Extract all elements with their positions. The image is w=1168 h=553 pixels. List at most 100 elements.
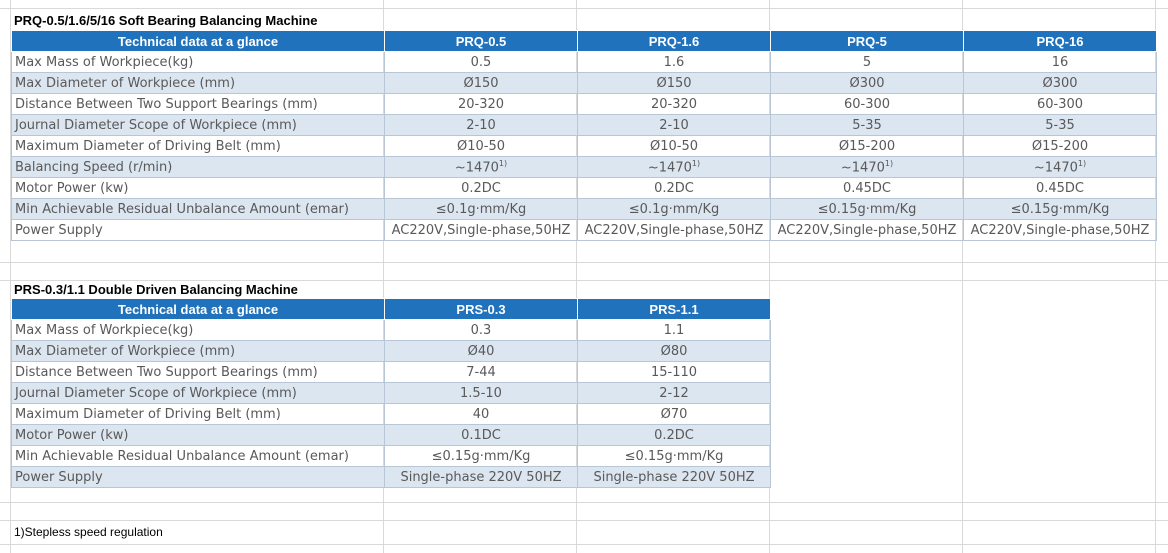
row-label-cell[interactable]: Max Mass of Workpiece(kg)	[11, 51, 385, 73]
value-cell[interactable]: 20-320	[577, 93, 771, 115]
value-cell[interactable]: 0.5	[384, 51, 578, 73]
value-cell[interactable]: Ø150	[384, 72, 578, 94]
row-label-cell[interactable]: Max Diameter of Workpiece (mm)	[11, 340, 385, 362]
header-cell[interactable]: PRQ-5	[770, 30, 964, 52]
row-label-cell[interactable]: Maximum Diameter of Driving Belt (mm)	[11, 135, 385, 157]
cell-text: Ø15-200	[838, 138, 896, 154]
header-cell[interactable]: PRQ-0.5	[384, 30, 578, 52]
footnote: 1)Stepless speed regulation	[14, 525, 163, 539]
value-cell[interactable]: ≤0.1g·mm/Kg	[384, 198, 578, 220]
header-cell[interactable]: PRQ-16	[963, 30, 1157, 52]
cell-text: 2-10	[659, 117, 689, 133]
row-label-cell[interactable]: Maximum Diameter of Driving Belt (mm)	[11, 403, 385, 425]
value-cell[interactable]: 40	[384, 403, 578, 425]
cell-text: Power Supply	[15, 469, 103, 485]
row-label-cell[interactable]: Distance Between Two Support Bearings (m…	[11, 361, 385, 383]
value-cell[interactable]: 0.2DC	[577, 424, 771, 446]
row-label-cell[interactable]: Max Diameter of Workpiece (mm)	[11, 72, 385, 94]
value-cell[interactable]: ≤0.1g·mm/Kg	[577, 198, 771, 220]
value-cell[interactable]: 1.1	[577, 319, 771, 341]
value-cell[interactable]: 2-12	[577, 382, 771, 404]
header-cell[interactable]: PRS-0.3	[384, 298, 578, 320]
value-cell[interactable]: 0.45DC	[770, 177, 964, 199]
value-cell[interactable]: 20-320	[384, 93, 578, 115]
row-label-cell[interactable]: Motor Power (kw)	[11, 177, 385, 199]
value-cell[interactable]: Ø10-50	[577, 135, 771, 157]
value-cell[interactable]: ≤0.15g·mm/Kg	[963, 198, 1157, 220]
value-cell[interactable]: Ø300	[963, 72, 1157, 94]
grid-line	[0, 520, 1168, 521]
value-cell[interactable]: Single-phase 220V 50HZ	[384, 466, 578, 488]
cell-text: Ø70	[660, 406, 688, 422]
value-cell[interactable]: ~14701)	[577, 156, 771, 178]
value-cell[interactable]: ~14701)	[384, 156, 578, 178]
value-cell[interactable]: 5	[770, 51, 964, 73]
value-cell[interactable]: ~14701)	[770, 156, 964, 178]
value-cell[interactable]: AC220V,Single-phase,50HZ	[577, 219, 771, 241]
cell-text: 2-12	[659, 385, 689, 401]
cell-text: Balancing Speed (r/min)	[15, 159, 173, 175]
value-cell[interactable]: 5-35	[963, 114, 1157, 136]
value-cell[interactable]: 5-35	[770, 114, 964, 136]
value-cell[interactable]: 0.2DC	[384, 177, 578, 199]
row-label-cell[interactable]: Journal Diameter Scope of Workpiece (mm)	[11, 382, 385, 404]
value-cell[interactable]: Ø15-200	[963, 135, 1157, 157]
table-row: Motor Power (kw) 0.1DC 0.2DC	[11, 424, 771, 446]
value-cell[interactable]: Ø70	[577, 403, 771, 425]
header-cell[interactable]: PRQ-1.6	[577, 30, 771, 52]
cell-text: Distance Between Two Support Bearings (m…	[15, 96, 318, 112]
value-cell[interactable]: 2-10	[577, 114, 771, 136]
cell-text: 0.2DC	[654, 180, 694, 196]
row-label-cell[interactable]: Distance Between Two Support Bearings (m…	[11, 93, 385, 115]
header-cell[interactable]: Technical data at a glance	[11, 30, 385, 52]
header-cell[interactable]: PRS-1.1	[577, 298, 771, 320]
value-cell[interactable]: ≤0.15g·mm/Kg	[770, 198, 964, 220]
cell-text: AC220V,Single-phase,50HZ	[584, 222, 764, 238]
row-label-cell[interactable]: Balancing Speed (r/min)	[11, 156, 385, 178]
cell-text: Single-phase 220V 50HZ	[593, 469, 755, 485]
row-label-cell[interactable]: Power Supply	[11, 219, 385, 241]
grid-line	[0, 8, 1168, 9]
cell-text: Motor Power (kw)	[15, 180, 129, 196]
value-cell[interactable]: AC220V,Single-phase,50HZ	[770, 219, 964, 241]
cell-text: ~1470	[454, 160, 499, 176]
prs-spec-table: Technical data at a glance PRS-0.3 PRS-1…	[11, 298, 771, 488]
value-cell[interactable]: Ø10-50	[384, 135, 578, 157]
value-cell[interactable]: 0.2DC	[577, 177, 771, 199]
value-cell[interactable]: ≤0.15g·mm/Kg	[384, 445, 578, 467]
value-cell[interactable]: ≤0.15g·mm/Kg	[577, 445, 771, 467]
row-label-cell[interactable]: Motor Power (kw)	[11, 424, 385, 446]
value-cell[interactable]: 0.45DC	[963, 177, 1157, 199]
value-cell[interactable]: Ø150	[577, 72, 771, 94]
value-cell[interactable]: Ø80	[577, 340, 771, 362]
value-cell[interactable]: 1.5-10	[384, 382, 578, 404]
value-cell[interactable]: 16	[963, 51, 1157, 73]
value-cell[interactable]: Single-phase 220V 50HZ	[577, 466, 771, 488]
cell-text: Ø10-50	[649, 138, 698, 154]
value-cell[interactable]: Ø15-200	[770, 135, 964, 157]
value-cell[interactable]: AC220V,Single-phase,50HZ	[384, 219, 578, 241]
value-cell[interactable]: 1.6	[577, 51, 771, 73]
value-cell[interactable]: AC220V,Single-phase,50HZ	[963, 219, 1157, 241]
value-cell[interactable]: 15-110	[577, 361, 771, 383]
value-cell[interactable]: Ø40	[384, 340, 578, 362]
grid-line	[962, 0, 963, 553]
value-cell[interactable]: 7-44	[384, 361, 578, 383]
row-label-cell[interactable]: Min Achievable Residual Unbalance Amount…	[11, 445, 385, 467]
table-row: Power Supply AC220V,Single-phase,50HZ AC22…	[11, 219, 1157, 241]
header-cell[interactable]: Technical data at a glance	[11, 298, 385, 320]
value-cell[interactable]: 60-300	[770, 93, 964, 115]
cell-text: ≤0.1g·mm/Kg	[628, 201, 720, 217]
value-cell[interactable]: 0.1DC	[384, 424, 578, 446]
table-row: Max Diameter of Workpiece (mm) Ø150 Ø150 Ø3…	[11, 72, 1157, 94]
row-label-cell[interactable]: Power Supply	[11, 466, 385, 488]
value-cell[interactable]: ~14701)	[963, 156, 1157, 178]
value-cell[interactable]: 60-300	[963, 93, 1157, 115]
row-label-cell[interactable]: Journal Diameter Scope of Workpiece (mm)	[11, 114, 385, 136]
value-cell[interactable]: 0.3	[384, 319, 578, 341]
cell-text: 5	[862, 54, 872, 70]
row-label-cell[interactable]: Min Achievable Residual Unbalance Amount…	[11, 198, 385, 220]
row-label-cell[interactable]: Max Mass of Workpiece(kg)	[11, 319, 385, 341]
value-cell[interactable]: 2-10	[384, 114, 578, 136]
value-cell[interactable]: Ø300	[770, 72, 964, 94]
